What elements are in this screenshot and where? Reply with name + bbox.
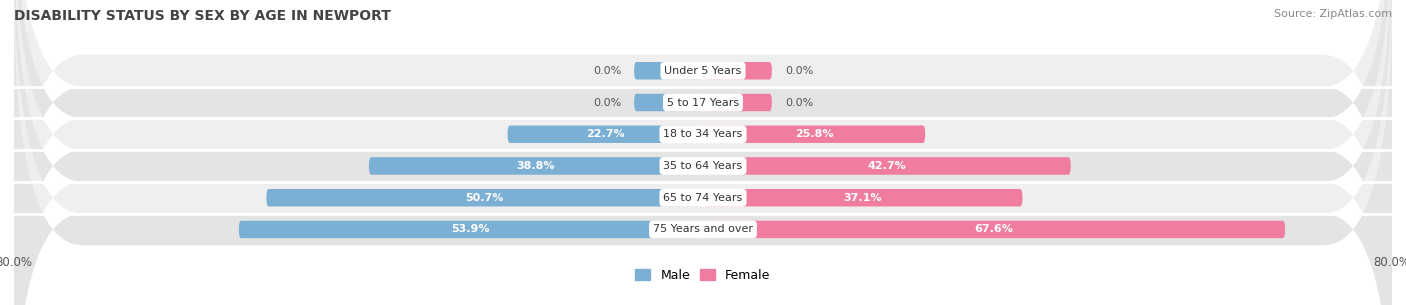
FancyBboxPatch shape [14, 0, 1392, 305]
Text: 50.7%: 50.7% [465, 193, 503, 203]
FancyBboxPatch shape [703, 94, 772, 111]
Legend: Male, Female: Male, Female [630, 264, 776, 287]
FancyBboxPatch shape [14, 0, 1392, 305]
FancyBboxPatch shape [14, 0, 1392, 305]
Text: 67.6%: 67.6% [974, 224, 1014, 235]
FancyBboxPatch shape [634, 94, 703, 111]
FancyBboxPatch shape [703, 157, 1071, 175]
FancyBboxPatch shape [703, 189, 1022, 206]
FancyBboxPatch shape [368, 157, 703, 175]
Text: 0.0%: 0.0% [593, 66, 621, 76]
Text: 38.8%: 38.8% [516, 161, 555, 171]
FancyBboxPatch shape [703, 62, 772, 80]
Text: 0.0%: 0.0% [785, 98, 813, 107]
FancyBboxPatch shape [703, 126, 925, 143]
Text: DISABILITY STATUS BY SEX BY AGE IN NEWPORT: DISABILITY STATUS BY SEX BY AGE IN NEWPO… [14, 9, 391, 23]
FancyBboxPatch shape [14, 0, 1392, 305]
Text: 35 to 64 Years: 35 to 64 Years [664, 161, 742, 171]
FancyBboxPatch shape [703, 221, 1285, 238]
FancyBboxPatch shape [266, 189, 703, 206]
Text: 5 to 17 Years: 5 to 17 Years [666, 98, 740, 107]
Text: 0.0%: 0.0% [785, 66, 813, 76]
Text: Under 5 Years: Under 5 Years [665, 66, 741, 76]
Text: Source: ZipAtlas.com: Source: ZipAtlas.com [1274, 9, 1392, 19]
FancyBboxPatch shape [14, 0, 1392, 305]
Text: 75 Years and over: 75 Years and over [652, 224, 754, 235]
FancyBboxPatch shape [239, 221, 703, 238]
FancyBboxPatch shape [508, 126, 703, 143]
Text: 42.7%: 42.7% [868, 161, 907, 171]
Text: 25.8%: 25.8% [794, 129, 834, 139]
Text: 18 to 34 Years: 18 to 34 Years [664, 129, 742, 139]
FancyBboxPatch shape [14, 0, 1392, 305]
Text: 0.0%: 0.0% [593, 98, 621, 107]
Text: 65 to 74 Years: 65 to 74 Years [664, 193, 742, 203]
Text: 53.9%: 53.9% [451, 224, 491, 235]
Text: 22.7%: 22.7% [586, 129, 624, 139]
FancyBboxPatch shape [634, 62, 703, 80]
Text: 37.1%: 37.1% [844, 193, 882, 203]
